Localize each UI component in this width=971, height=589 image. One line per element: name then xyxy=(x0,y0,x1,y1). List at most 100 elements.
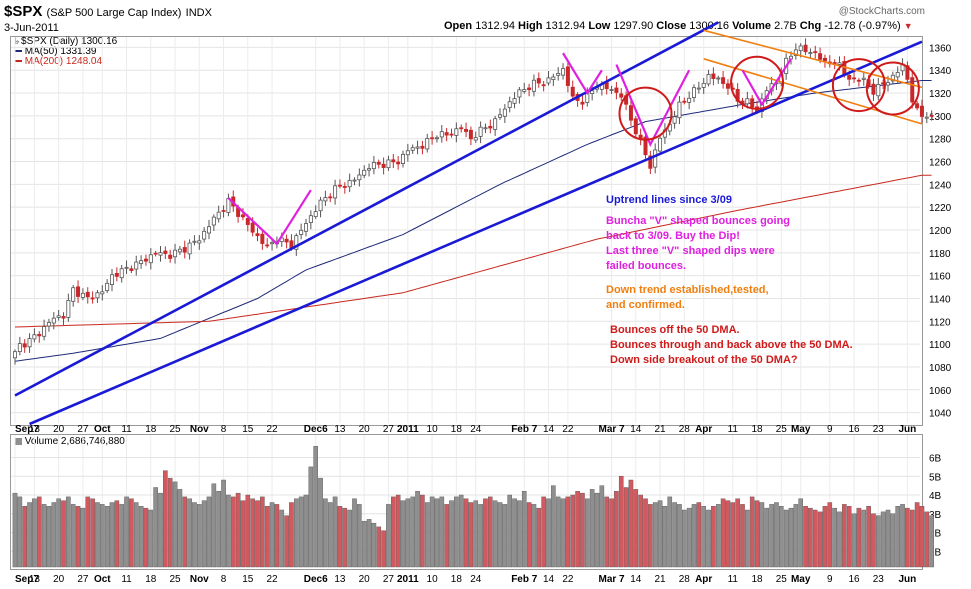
volume-bar xyxy=(138,506,144,568)
volume-x-tick-label: 18 xyxy=(145,574,157,585)
price-x-tick-label: 27 xyxy=(383,424,395,435)
candle-body xyxy=(221,210,226,212)
candle-body xyxy=(323,197,328,202)
annotation-v-bounces: Buncha "V" shaped bounces going back to … xyxy=(606,214,790,274)
candle-body xyxy=(546,77,551,84)
volume-bar xyxy=(720,498,726,568)
candle-body xyxy=(371,162,376,170)
price-tick-label: 1300 xyxy=(929,112,952,123)
candle-body xyxy=(202,230,207,240)
candle-body xyxy=(871,83,876,95)
volume-bar xyxy=(842,504,847,568)
volume-bar xyxy=(909,509,915,568)
price-x-tick-label: 22 xyxy=(562,424,574,435)
high-label: High xyxy=(518,20,543,32)
volume-bar xyxy=(323,498,328,568)
volume-bar xyxy=(148,509,154,568)
volume-bar xyxy=(41,504,47,568)
volume-bar xyxy=(667,496,673,568)
chart-symbol-title: $SPX (S&P 500 Large Cap Index) INDX xyxy=(4,3,212,20)
candle-body xyxy=(876,83,881,97)
volume-bar xyxy=(711,506,716,568)
chevron-down-icon[interactable]: ▼ xyxy=(903,21,913,31)
volume-bar xyxy=(715,504,721,568)
chg-value: -12.78 (-0.97%) xyxy=(824,20,901,32)
volume-bar xyxy=(337,506,343,568)
volume-x-tick-label: 11 xyxy=(121,574,132,585)
volume-x-tick-label: Oct xyxy=(94,574,111,585)
annotation-downtrend: Down trend established,tested, and confi… xyxy=(606,283,769,313)
volume-x-tick-label: 25 xyxy=(776,574,788,585)
candle-body xyxy=(580,101,585,105)
volume-bar xyxy=(429,496,435,568)
ma200-legend: MA(200) 1248.04 xyxy=(15,56,102,67)
volume-x-tick-label: 28 xyxy=(679,574,691,585)
volume-bar xyxy=(376,526,382,568)
volume-x-tick-label: 27 xyxy=(77,574,89,585)
candle-body xyxy=(192,240,197,243)
volume-bar xyxy=(812,509,818,568)
volume-tick-label: 5B xyxy=(929,472,942,483)
volume-bar xyxy=(837,511,842,568)
candle-body xyxy=(400,153,405,164)
annotation-down-line2: and confirmed. xyxy=(606,299,685,311)
price-x-tick-label: Dec6 xyxy=(304,424,328,435)
volume-bar xyxy=(61,500,66,568)
volume-x-tick-label: Feb 7 xyxy=(511,574,538,585)
volume-x-tick-label: 11 xyxy=(728,574,739,585)
candle-body xyxy=(507,101,512,108)
volume-bar xyxy=(318,477,323,568)
volume-bar xyxy=(415,491,420,568)
candle-body xyxy=(405,150,410,156)
candle-body xyxy=(211,216,216,226)
price-x-tick-label: May xyxy=(791,424,811,435)
price-tick-label: 1220 xyxy=(929,203,952,214)
volume-bar xyxy=(114,500,120,568)
volume-bar xyxy=(662,506,668,568)
candle-body xyxy=(556,73,561,76)
candle-body xyxy=(643,136,648,156)
volume-bar xyxy=(599,485,605,568)
volume-bar xyxy=(507,494,513,568)
price-x-tick-label: 23 xyxy=(873,424,885,435)
annotation-dma-line3: Down side breakout of the 50 DMA? xyxy=(610,354,798,366)
volume-bar xyxy=(22,506,28,568)
candle-body xyxy=(725,83,730,89)
candle-body xyxy=(56,315,61,318)
price-x-tick-label: 25 xyxy=(169,424,181,435)
volume-bar xyxy=(332,496,338,568)
volume-bar xyxy=(851,513,857,568)
candle-body xyxy=(337,184,342,187)
volume-bar xyxy=(153,487,158,568)
candle-body xyxy=(51,317,56,324)
volume-x-tick-label: 13 xyxy=(29,574,41,585)
stockcharts-brand[interactable]: @StockCharts.com xyxy=(838,6,925,17)
volume-bar xyxy=(827,502,833,568)
candle-body xyxy=(890,74,895,82)
volume-bar xyxy=(774,502,779,568)
candle-body xyxy=(721,77,726,84)
price-tick-label: 1240 xyxy=(929,180,952,191)
volume-bar xyxy=(604,496,609,568)
candle-body xyxy=(114,273,119,277)
volume-bar xyxy=(158,492,163,568)
price-tick-label: 1080 xyxy=(929,363,952,374)
volume-x-tick-label: Apr xyxy=(695,574,712,585)
volume-legend: Volume 2,686,746,880 xyxy=(15,436,125,447)
price-tick-label: 1180 xyxy=(929,249,951,260)
volume-bar xyxy=(769,504,774,568)
dma-circle xyxy=(730,55,785,110)
volume-bar xyxy=(201,500,207,568)
candle-body xyxy=(701,82,706,88)
volume-bar xyxy=(56,498,61,568)
volume-bar xyxy=(846,506,852,568)
candle-body xyxy=(745,98,750,105)
volume-bar xyxy=(575,491,580,568)
candle-body xyxy=(124,266,129,269)
volume-bar xyxy=(410,496,416,568)
volume-bar xyxy=(449,500,454,568)
price-x-tick-label: 11 xyxy=(728,424,739,435)
candle-body xyxy=(32,334,37,340)
open-label: Open xyxy=(444,20,473,32)
volume-bar xyxy=(555,496,561,568)
